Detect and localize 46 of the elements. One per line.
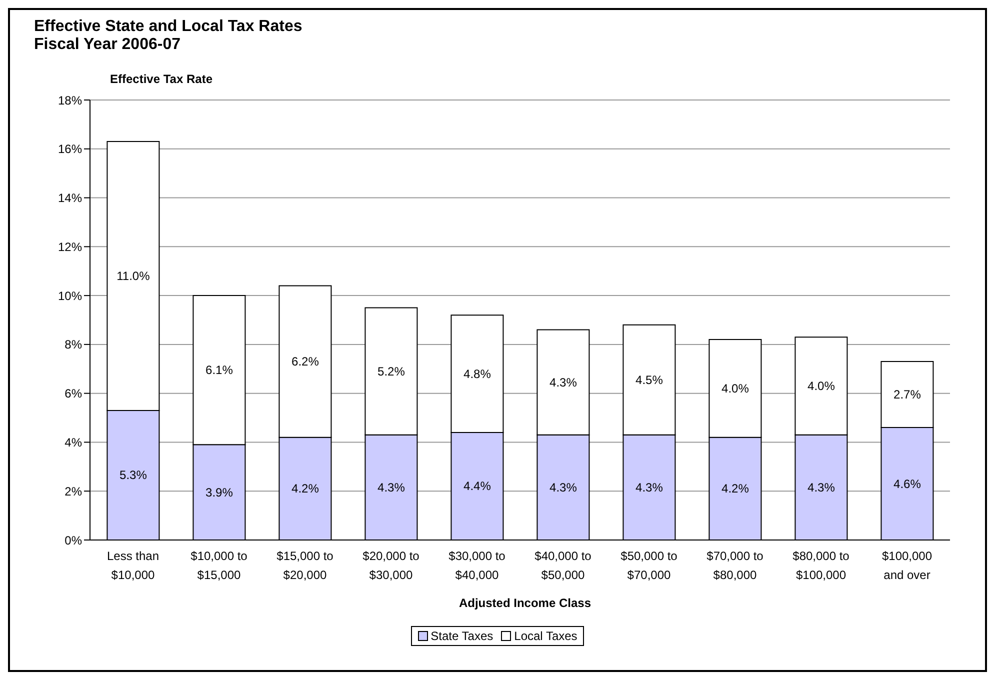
x-axis-title: Adjusted Income Class [458, 596, 592, 610]
y-tick-label: 10% [58, 288, 82, 303]
data-label: 4.8% [464, 366, 492, 381]
x-tick-label: $20,000 to $30,000 [362, 549, 420, 582]
y-tick-label: 18% [58, 93, 82, 108]
data-label: 4.3% [636, 480, 664, 494]
data-label: 5.3% [120, 468, 148, 482]
data-label: 4.3% [378, 480, 406, 494]
data-label: 2.7% [894, 388, 922, 402]
data-label: 3.9% [206, 485, 234, 500]
x-tick-label: $100,000 and over [882, 549, 932, 582]
chart-title: Effective State and Local Tax Rates [34, 18, 302, 36]
x-tick-label: $50,000 to $70,000 [620, 549, 678, 582]
x-tick-label: Less than $10,000 [106, 549, 160, 582]
data-label: 4.6% [894, 476, 922, 491]
chart-subtitle: Fiscal Year 2006-07 [34, 36, 182, 54]
legend-label: Local Taxes [514, 629, 578, 643]
legend-label: State Taxes [430, 629, 494, 643]
y-tick-label: 8% [64, 338, 82, 352]
data-label: 4.0% [722, 381, 750, 396]
data-label: 4.5% [636, 372, 664, 387]
data-label: 4.4% [464, 479, 492, 494]
y-tick-label: 4% [64, 435, 82, 450]
data-label: 4.3% [550, 480, 578, 494]
x-tick-label: $40,000 to $50,000 [534, 549, 592, 582]
data-label: 6.2% [292, 354, 320, 369]
y-tick-label: 6% [64, 386, 82, 401]
y-axis-title: Effective Tax Rate [110, 72, 212, 86]
x-tick-label: $10,000 to $15,000 [190, 549, 248, 582]
x-tick-label: $70,000 to $80,000 [706, 549, 764, 582]
data-label: 11.0% [116, 269, 150, 283]
data-label: 4.2% [292, 482, 320, 496]
data-label: 4.2% [722, 482, 750, 496]
data-label: 4.3% [550, 375, 578, 390]
data-label: 6.1% [206, 363, 234, 378]
x-tick-label: $30,000 to $40,000 [448, 549, 506, 582]
data-label: 5.2% [378, 364, 406, 378]
y-tick-label: 16% [58, 142, 82, 156]
y-tick-label: 2% [64, 484, 82, 498]
y-tick-label: 12% [58, 240, 82, 254]
y-tick-label: 0% [64, 533, 82, 548]
data-label: 4.0% [808, 379, 836, 393]
y-tick-label: 14% [58, 191, 82, 206]
x-tick-label: $80,000 to $100,000 [792, 549, 850, 582]
data-label: 4.3% [808, 480, 836, 494]
x-tick-label: $15,000 to $20,000 [276, 549, 334, 582]
